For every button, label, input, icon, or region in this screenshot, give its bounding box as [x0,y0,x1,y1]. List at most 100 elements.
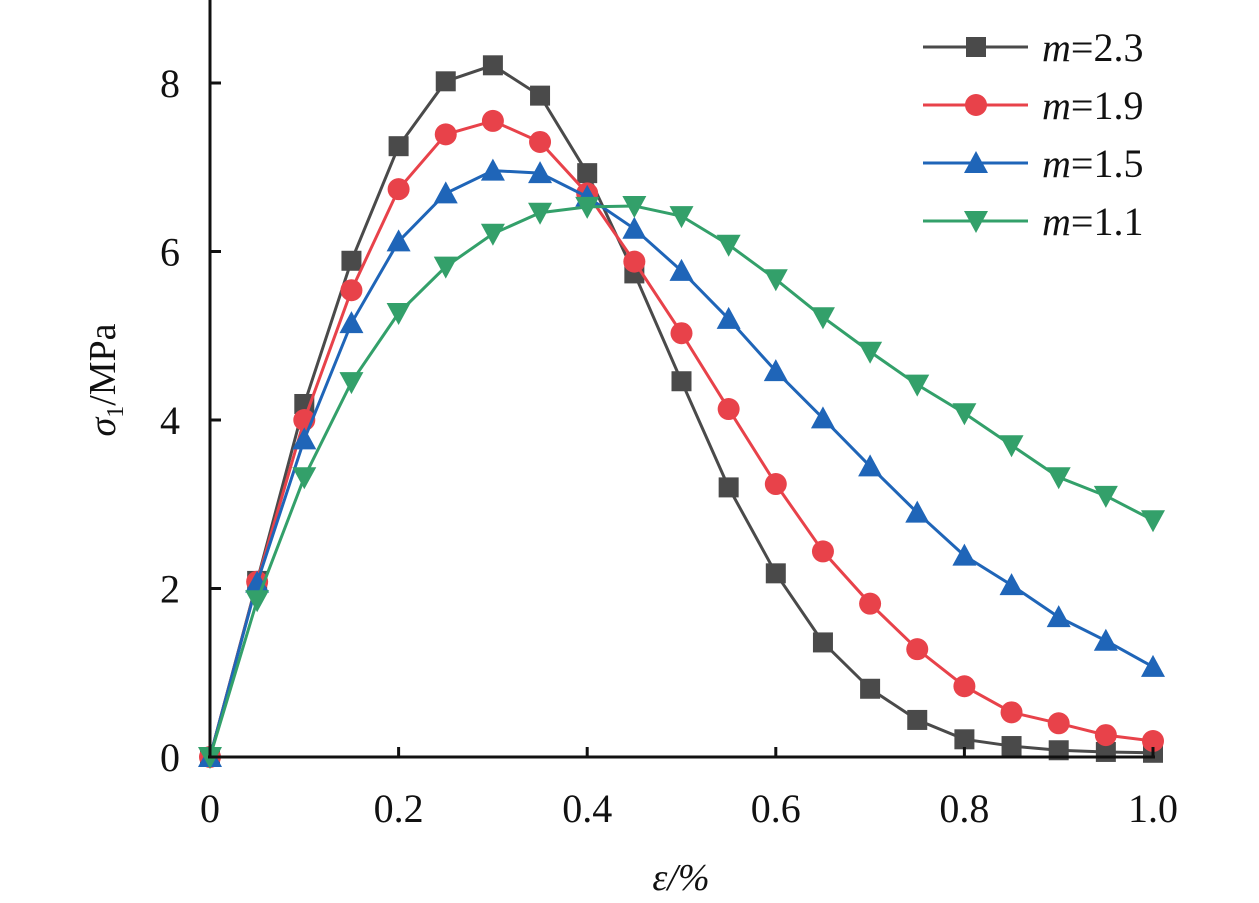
data-point [480,223,505,246]
y-axis-subscript: 1 [103,406,129,418]
data-point [435,71,456,92]
data-point [577,163,598,184]
x-tick-label: 0 [200,786,220,831]
legend-value: =1.1 [1071,199,1144,244]
y-tick-label: 2 [160,567,180,612]
tick-labels: 0 0.2 0.4 0.6 0.8 1.0 0 2 4 6 8 [160,61,1178,831]
data-point [529,130,552,153]
data-point [1093,628,1118,651]
data-point [433,181,458,204]
legend-marker-icon [964,211,988,233]
data-point [480,158,505,181]
legend-value: =1.5 [1071,141,1144,186]
data-point [763,359,788,382]
data-point [340,279,363,302]
series-m=2.3 [200,55,1163,767]
data-point [670,322,693,345]
data-point [1000,701,1023,724]
legend-label: m=1.9 [1042,83,1143,128]
data-point [387,178,410,201]
x-tick-label: 1.0 [1128,786,1178,831]
data-point [292,427,317,450]
data-point [1094,724,1117,747]
legend-value: =2.3 [1071,25,1144,70]
legend-var: m [1042,25,1071,70]
data-point [622,216,647,239]
data-point [622,196,647,219]
data-point [434,123,457,146]
data-point [482,55,503,76]
data-point [999,573,1024,596]
series-m=1.1 [198,196,1165,769]
legend-var: m [1042,141,1071,186]
data-point [858,454,883,477]
legend-var: m [1042,199,1071,244]
data-point [811,540,834,563]
series-line [208,63,1154,758]
data-point [812,632,833,653]
data-point [906,638,929,661]
legend: m=2.3m=1.9m=1.5m=1.1 [923,25,1143,244]
data-point [433,256,458,279]
data-point [716,306,741,329]
data-point [1141,510,1165,533]
svg-text:σ1/MPa: σ1/MPa [82,323,129,436]
legend-label: m=1.5 [1042,141,1143,186]
data-point [386,229,411,252]
y-tick-label: 8 [160,61,180,106]
data-point [716,234,741,257]
data-point [859,592,882,615]
data-point [528,202,553,225]
data-point [528,161,553,184]
axes [208,0,1155,759]
y-tick-label: 4 [160,398,180,443]
data-point [245,590,270,613]
data-point [623,250,646,273]
data-point [810,307,835,330]
data-point [669,206,694,229]
data-point [339,372,364,395]
data-point [1142,729,1164,752]
data-point [386,303,411,326]
data-point [575,196,600,219]
y-axis-symbol: σ [82,417,124,437]
legend-item: m=2.3 [923,25,1143,70]
x-axis-title: ε/% [652,857,709,899]
legend-item: m=1.5 [923,141,1143,186]
x-tick-label: 0.4 [562,786,612,831]
data-point [905,374,930,397]
legend-item: m=1.1 [923,199,1143,244]
legend-value: =1.9 [1071,83,1144,128]
data-point [292,467,317,490]
y-tick-label: 0 [160,735,180,780]
data-point [1093,485,1118,508]
data-point [1046,605,1071,628]
data-point [717,398,740,421]
data-point [1048,740,1069,761]
data-point [388,136,409,157]
data-point [953,675,976,698]
data-point [763,269,788,292]
y-axis-unit: /MPa [82,323,124,405]
y-tick-label: 6 [160,230,180,275]
data-point [1046,467,1071,490]
legend-label: m=1.1 [1042,199,1143,244]
data-point [669,258,694,281]
data-point [858,341,883,364]
data-point [907,709,928,730]
data-point [764,473,787,496]
data-point [999,435,1024,458]
data-point [1047,712,1070,735]
ticks [210,81,1155,757]
data-point [810,406,835,429]
data-point [905,500,930,523]
data-point [530,85,551,106]
data-point [341,250,362,271]
series-m=1.5 [198,158,1165,767]
x-tick-label: 0.6 [751,786,801,831]
data-point [1001,736,1022,757]
data-point [1141,654,1165,677]
legend-var: m [1042,83,1071,128]
data-point [718,477,739,498]
